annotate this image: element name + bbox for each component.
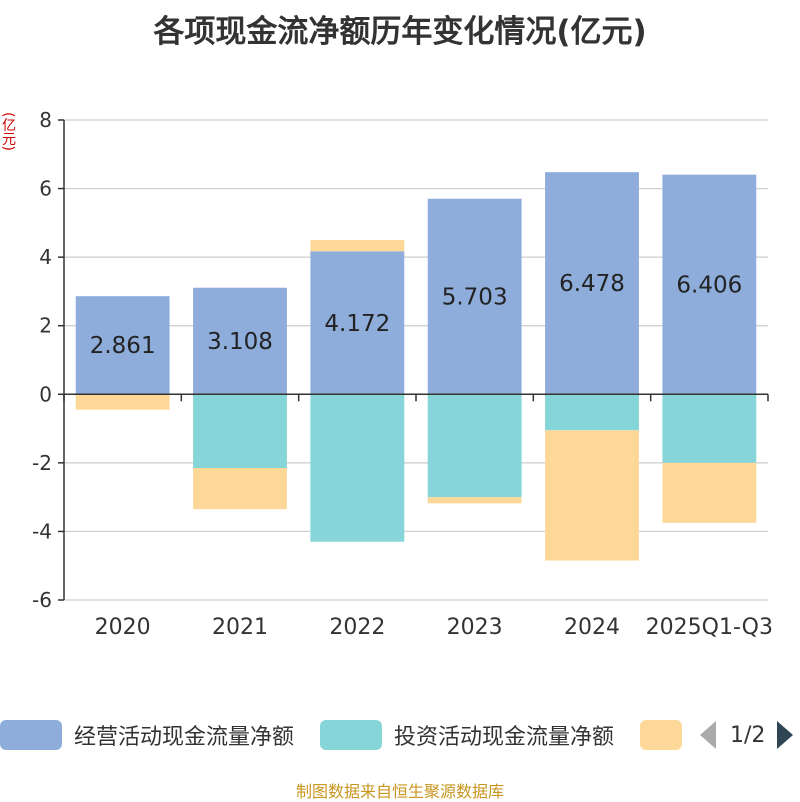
x-tick-label: 2023	[447, 615, 503, 640]
y-tick-label: -6	[32, 588, 52, 612]
bar-series2-2021[interactable]	[193, 468, 287, 510]
legend-swatch-financing	[640, 720, 682, 750]
legend-prev-icon[interactable]	[700, 721, 716, 749]
bar-series0-2024[interactable]	[545, 172, 639, 395]
bar-series2-2022[interactable]	[310, 239, 405, 252]
bar-series1-2023[interactable]	[427, 394, 522, 498]
x-tick-label: 2021	[212, 615, 268, 640]
chart: 8 6 4 2 0 -2 -4 -6 2020 2021 2022 2023 2024 2025Q1-Q3…	[32, 108, 773, 640]
bar-series2-2023[interactable]	[427, 497, 522, 504]
bar-series2-2024[interactable]	[545, 430, 639, 561]
bar-series0-2020[interactable]	[75, 296, 170, 395]
legend-pager: 1/2	[700, 717, 794, 753]
legend-item-financing[interactable]	[640, 717, 682, 753]
x-tick-label: 2022	[329, 615, 385, 640]
data-label-2024: 6.478	[559, 271, 625, 297]
bar-series0-2023[interactable]	[427, 198, 522, 395]
legend: 经营活动现金流量净额 投资活动现金流量净额 1/2	[0, 717, 800, 753]
y-axis-unit-label: (亿元)	[0, 112, 16, 151]
y-tick-label: 8	[39, 108, 52, 132]
x-tick-label: 2020	[95, 615, 151, 640]
legend-label-investing: 投资活动现金流量净额	[394, 725, 615, 750]
bars	[75, 172, 757, 561]
bar-series0-2022[interactable]	[310, 251, 405, 395]
y-tick-label: 4	[39, 245, 52, 269]
bar-series1-2024[interactable]	[545, 394, 639, 431]
y-tick-label: -2	[32, 451, 52, 475]
x-tick-label: 2024	[564, 615, 620, 640]
bar-series1-2021[interactable]	[193, 394, 287, 468]
y-tick-label: 0	[39, 382, 52, 406]
data-label-2021: 3.108	[207, 329, 273, 355]
legend-next-icon[interactable]	[777, 721, 794, 749]
data-label-2025Q1-Q3: 6.406	[676, 272, 742, 298]
data-source-note: 制图数据来自恒生聚源数据库	[295, 782, 504, 801]
chart-title: 各项现金流净额历年变化情况(亿元)	[153, 14, 647, 50]
axes: 8 6 4 2 0 -2 -4 -6 2020 2021 2022 2023 2024 2025Q1-Q3	[32, 108, 773, 640]
data-label-2023: 5.703	[442, 285, 508, 311]
legend-item-investing[interactable]: 投资活动现金流量净额	[320, 717, 614, 753]
data-label-2020: 2.861	[90, 333, 156, 359]
legend-page-indicator: 1/2	[730, 722, 766, 748]
x-tick-label: 2025Q1-Q3	[646, 615, 773, 640]
bar-series1-2025Q1-Q3[interactable]	[662, 394, 757, 463]
legend-swatch-investing	[320, 720, 382, 750]
y-tick-label: 2	[39, 314, 52, 338]
legend-swatch-operating	[0, 720, 62, 750]
y-tick-label: -4	[32, 519, 52, 543]
bar-series2-2025Q1-Q3[interactable]	[662, 462, 757, 523]
bar-series2-2020[interactable]	[75, 394, 170, 410]
y-tick-label: 6	[39, 177, 52, 201]
legend-item-operating[interactable]: 经营活动现金流量净额	[0, 717, 294, 753]
data-labels: 2.861 3.108 4.172 5.703 6.478 6.406	[90, 271, 743, 359]
grid-lines	[64, 119, 768, 601]
data-label-2022: 4.172	[324, 311, 390, 337]
bar-series0-2025Q1-Q3[interactable]	[662, 174, 757, 395]
bar-series0-2021[interactable]	[193, 287, 287, 395]
bar-series1-2022[interactable]	[310, 394, 405, 542]
legend-label-operating: 经营活动现金流量净额	[74, 725, 295, 750]
